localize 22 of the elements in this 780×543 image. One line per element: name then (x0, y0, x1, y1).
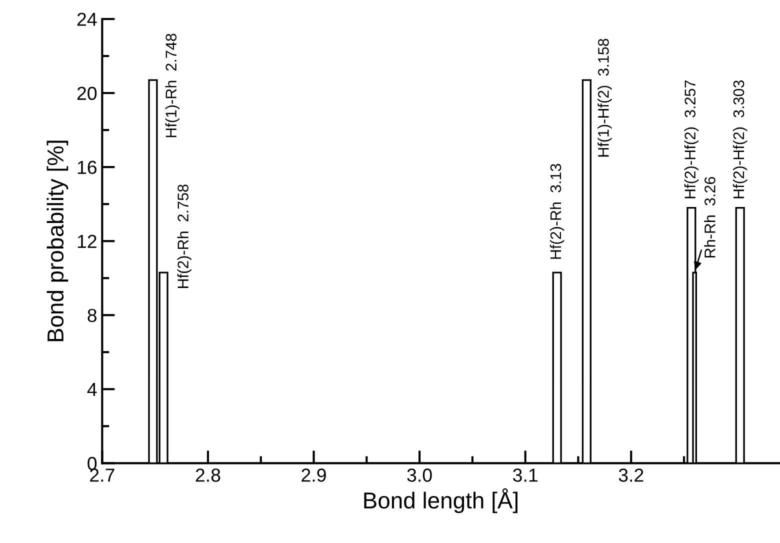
annotation: Hf(1)-Hf(2) 3.158 (598, 38, 612, 157)
annotation: Rh-Rh 3.26 (704, 176, 716, 258)
x-tick-label: 2.9 (302, 468, 326, 482)
y-tick-label: 8 (88, 308, 97, 322)
y-tick-label: 24 (77, 12, 97, 26)
x-tick-label: 3.0 (407, 468, 432, 482)
annotation: Hf(2)-Hf(2) 3.303 (732, 80, 748, 198)
x-tick-label: 2.8 (196, 468, 220, 482)
annotation: Hf(1)-Rh 2.748 (165, 34, 180, 138)
annotation: Hf(2)-Hf(2) 3.257 (684, 80, 699, 198)
x-tick-label: 2.7 (90, 468, 114, 482)
annotation: Hf(2)-Rh 3.13 (550, 164, 564, 259)
y-axis-title: Bond probability [%] (46, 140, 68, 342)
annotation: Hf(2)-Rh 2.758 (177, 184, 192, 288)
y-tick-label: 16 (78, 160, 96, 174)
x-tick-label: 3.1 (513, 468, 538, 482)
y-tick-label: 20 (77, 86, 97, 100)
x-axis-title: Bond length [Å] (364, 488, 518, 514)
y-tick-label: 0 (88, 456, 97, 470)
y-tick-label: 12 (78, 234, 96, 248)
x-tick-label: 3.2 (618, 468, 644, 482)
y-tick-label: 4 (87, 383, 97, 396)
